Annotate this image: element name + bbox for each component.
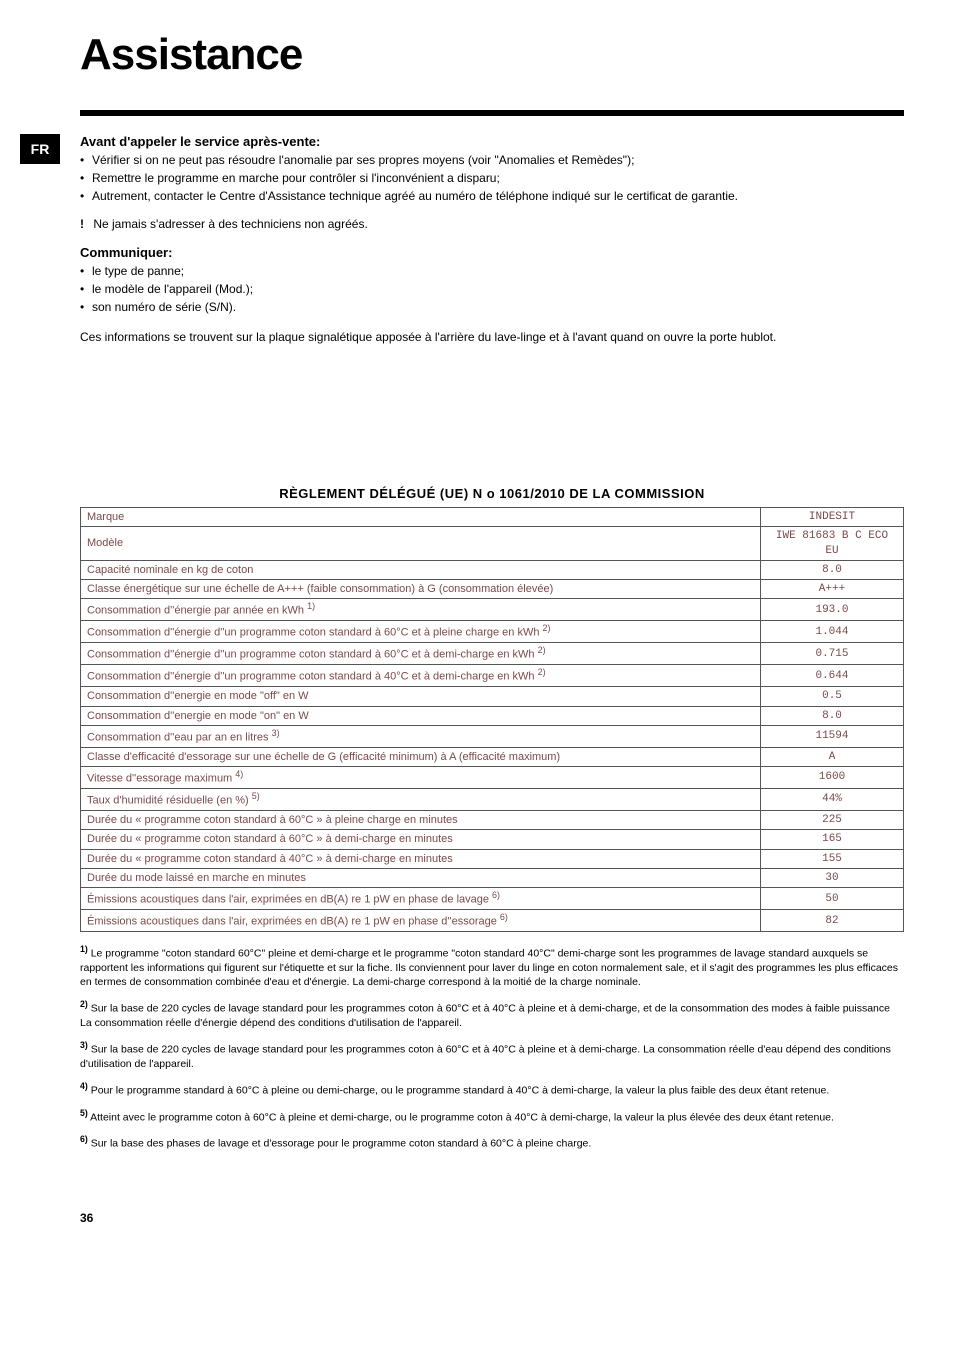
table-row: Vitesse d''essorage maximum 4)1600 (81, 767, 904, 789)
table-row: Consommation d''énergie d''un programme … (81, 621, 904, 643)
table-row: Durée du « programme coton standard à 60… (81, 830, 904, 849)
table-cell-label: Marque (81, 508, 761, 527)
page-title: Assistance (80, 30, 904, 80)
regulation-title: RÈGLEMENT DÉLÉGUÉ (UE) N o 1061/2010 DE … (80, 486, 904, 501)
footnote: 5) Atteint avec le programme coton à 60°… (80, 1108, 904, 1125)
regulation-block: RÈGLEMENT DÉLÉGUÉ (UE) N o 1061/2010 DE … (80, 486, 904, 1151)
warning-text: Ne jamais s'adresser à des techniciens n… (93, 217, 367, 231)
warning-line: ! Ne jamais s'adresser à des techniciens… (80, 217, 904, 231)
table-cell-label: Consommation d''eau par an en litres 3) (81, 725, 761, 747)
table-cell-label: Durée du « programme coton standard à 40… (81, 849, 761, 868)
table-row: Consommation d''énergie d''un programme … (81, 643, 904, 665)
table-cell-value: INDESIT (761, 508, 904, 527)
table-cell-value: 50 (761, 888, 904, 910)
table-cell-value: 44% (761, 789, 904, 811)
table-row: ModèleIWE 81683 B C ECO EU (81, 527, 904, 561)
table-cell-label: Durée du « programme coton standard à 60… (81, 811, 761, 830)
table-cell-label: Consommation d''énergie d''un programme … (81, 643, 761, 665)
table-cell-value: 11594 (761, 725, 904, 747)
list-item: le modèle de l'appareil (Mod.); (80, 280, 904, 298)
section1-heading: Avant d'appeler le service après-vente: (80, 134, 904, 149)
table-cell-value: 1600 (761, 767, 904, 789)
list-item: Remettre le programme en marche pour con… (80, 169, 904, 187)
table-cell-label: Consommation d''énergie d''un programme … (81, 621, 761, 643)
table-row: Consommation d''energie en mode "on" en … (81, 706, 904, 725)
section1-list: Vérifier si on ne peut pas résoudre l'an… (80, 151, 904, 205)
table-cell-label: Durée du mode laissé en marche en minute… (81, 868, 761, 887)
table-cell-value: A (761, 747, 904, 766)
table-row: Émissions acoustiques dans l'air, exprim… (81, 888, 904, 910)
section2-list: le type de panne; le modèle de l'apparei… (80, 262, 904, 316)
divider (80, 110, 904, 116)
table-cell-label: Durée du « programme coton standard à 60… (81, 830, 761, 849)
table-row: Durée du « programme coton standard à 40… (81, 849, 904, 868)
table-row: Émissions acoustiques dans l'air, exprim… (81, 910, 904, 932)
table-cell-value: 165 (761, 830, 904, 849)
table-row: Consommation d''eau par an en litres 3)1… (81, 725, 904, 747)
list-item: Vérifier si on ne peut pas résoudre l'an… (80, 151, 904, 169)
footnote: 3) Sur la base de 220 cycles de lavage s… (80, 1040, 904, 1071)
table-row: Consommation d''energie en mode "off" en… (81, 687, 904, 706)
table-cell-label: Classe d'efficacité d'essorage sur une é… (81, 747, 761, 766)
footnote: 2) Sur la base de 220 cycles de lavage s… (80, 999, 904, 1030)
list-item: son numéro de série (S/N). (80, 298, 904, 316)
regulation-table: MarqueINDESITModèleIWE 81683 B C ECO EUC… (80, 507, 904, 932)
table-cell-label: Taux d'humidité résiduelle (en %) 5) (81, 789, 761, 811)
table-cell-value: 82 (761, 910, 904, 932)
table-cell-label: Consommation d''énergie par année en kWh… (81, 599, 761, 621)
warning-icon: ! (80, 217, 84, 231)
footnote: 6) Sur la base des phases de lavage et d… (80, 1134, 904, 1151)
table-row: Capacité nominale en kg de coton8.0 (81, 560, 904, 579)
language-badge: FR (20, 134, 60, 164)
section2-heading: Communiquer: (80, 245, 904, 260)
footnote: 1) Le programme "coton standard 60°C" pl… (80, 944, 904, 989)
table-row: Classe énergétique sur une échelle de A+… (81, 580, 904, 599)
table-cell-value: 30 (761, 868, 904, 887)
footnotes: 1) Le programme "coton standard 60°C" pl… (80, 944, 904, 1151)
table-cell-value: IWE 81683 B C ECO EU (761, 527, 904, 561)
table-row: Durée du « programme coton standard à 60… (81, 811, 904, 830)
main-content: Avant d'appeler le service après-vente: … (80, 134, 904, 1225)
list-item: Autrement, contacter le Centre d'Assista… (80, 187, 904, 205)
table-cell-value: 193.0 (761, 599, 904, 621)
footnote: 4) Pour le programme standard à 60°C à p… (80, 1081, 904, 1098)
table-row: Consommation d''énergie d''un programme … (81, 665, 904, 687)
table-row: Classe d'efficacité d'essorage sur une é… (81, 747, 904, 766)
list-item: le type de panne; (80, 262, 904, 280)
table-cell-value: 155 (761, 849, 904, 868)
table-cell-value: 8.0 (761, 706, 904, 725)
table-row: Taux d'humidité résiduelle (en %) 5)44% (81, 789, 904, 811)
page-number: 36 (80, 1211, 904, 1225)
table-cell-label: Émissions acoustiques dans l'air, exprim… (81, 910, 761, 932)
table-cell-label: Consommation d''energie en mode "off" en… (81, 687, 761, 706)
table-row: Durée du mode laissé en marche en minute… (81, 868, 904, 887)
table-cell-value: 225 (761, 811, 904, 830)
table-cell-label: Consommation d''energie en mode "on" en … (81, 706, 761, 725)
table-cell-value: A+++ (761, 580, 904, 599)
table-cell-label: Capacité nominale en kg de coton (81, 560, 761, 579)
table-cell-value: 1.044 (761, 621, 904, 643)
table-row: MarqueINDESIT (81, 508, 904, 527)
section2-paragraph: Ces informations se trouvent sur la plaq… (80, 328, 904, 346)
table-cell-label: Consommation d''énergie d''un programme … (81, 665, 761, 687)
table-cell-value: 0.715 (761, 643, 904, 665)
table-cell-value: 0.644 (761, 665, 904, 687)
table-cell-label: Émissions acoustiques dans l'air, exprim… (81, 888, 761, 910)
table-cell-value: 8.0 (761, 560, 904, 579)
table-cell-label: Modèle (81, 527, 761, 561)
table-cell-value: 0.5 (761, 687, 904, 706)
table-cell-label: Vitesse d''essorage maximum 4) (81, 767, 761, 789)
table-cell-label: Classe énergétique sur une échelle de A+… (81, 580, 761, 599)
table-row: Consommation d''énergie par année en kWh… (81, 599, 904, 621)
